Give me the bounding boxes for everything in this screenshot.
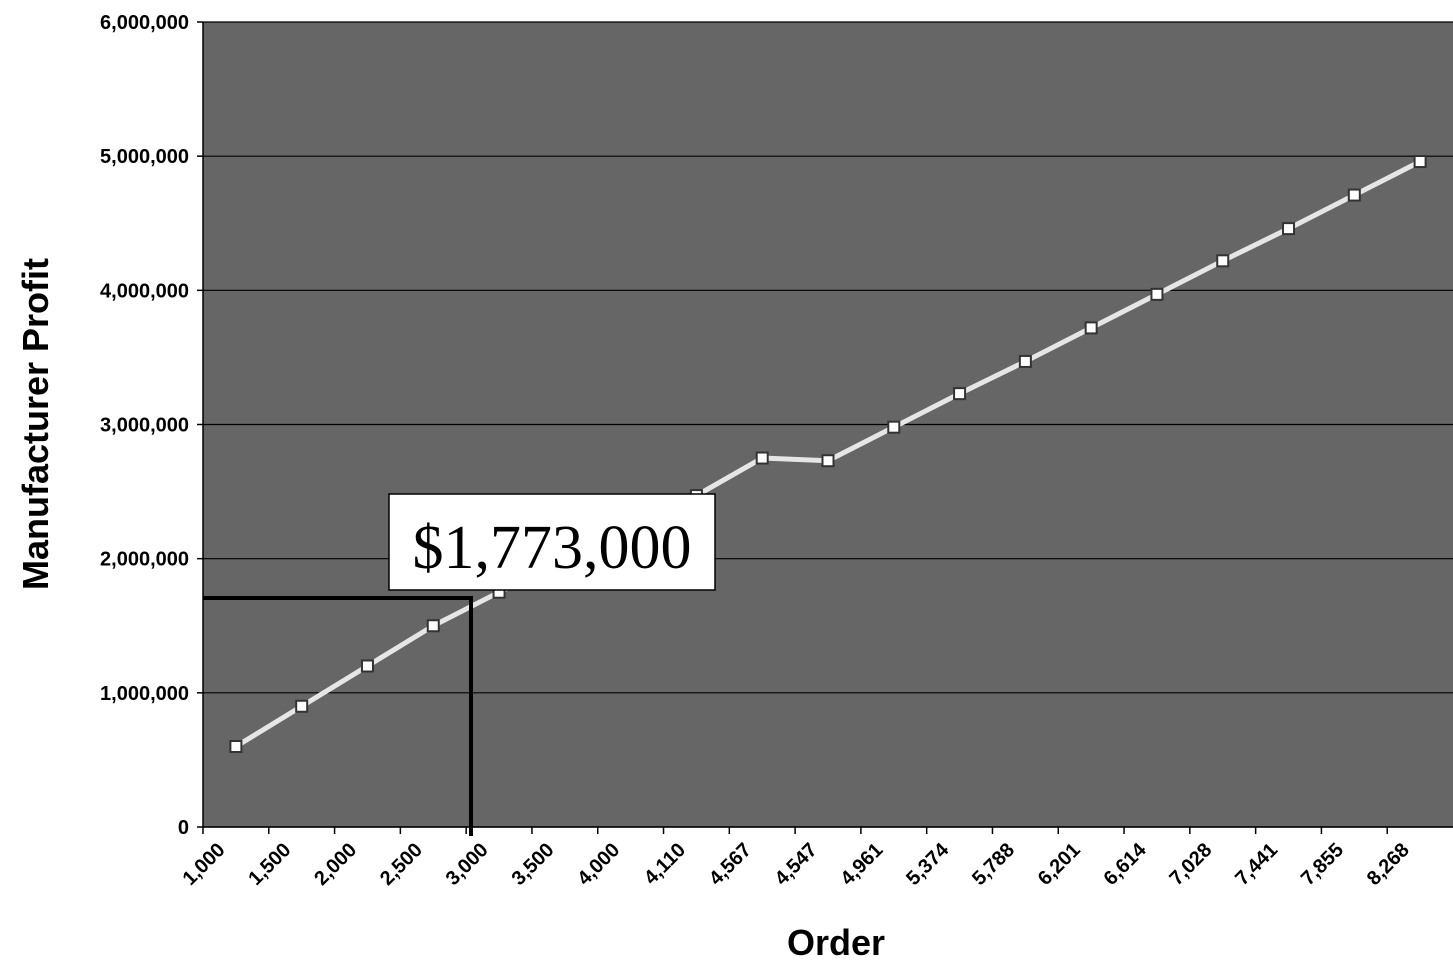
x-tick-label: 1,000 — [179, 839, 230, 890]
x-tick-label: 2,500 — [376, 839, 427, 890]
marker — [953, 387, 967, 401]
x-tick-label: 6,201 — [1034, 839, 1085, 890]
x-axis-label: Order — [787, 922, 885, 963]
marker — [1150, 287, 1164, 301]
x-tick-label: 3,000 — [442, 839, 493, 890]
y-tick-label: 4,000,000 — [100, 280, 189, 302]
x-tick-label: 4,110 — [640, 839, 690, 889]
x-tick-label: 3,500 — [508, 839, 559, 890]
annotation: $1,773,000 — [413, 514, 692, 582]
y-tick-label: 5,000,000 — [100, 146, 189, 168]
y-tick-label: 2,000,000 — [100, 549, 189, 571]
marker — [1018, 354, 1032, 368]
x-tick-label: 7,855 — [1297, 839, 1348, 890]
y-tick-label: 3,000,000 — [100, 415, 189, 437]
y-tick-label: 1,000,000 — [100, 683, 189, 705]
x-tick-label: 7,441 — [1231, 839, 1282, 890]
x-tick-label: 5,788 — [968, 839, 1019, 890]
marker — [1413, 155, 1427, 169]
y-axis-label: Manufacturer Profit — [15, 258, 56, 590]
marker — [1282, 222, 1296, 236]
marker — [1216, 254, 1230, 268]
marker — [229, 740, 243, 753]
x-tick-label: 1,500 — [244, 839, 295, 890]
marker — [360, 659, 374, 673]
x-tick-label: 4,547 — [771, 839, 822, 890]
x-tick-label: 4,961 — [837, 839, 888, 890]
marker — [1084, 321, 1098, 335]
marker — [426, 619, 440, 633]
annotation-box — [388, 493, 716, 591]
x-tick-label: 2,000 — [310, 839, 361, 890]
marker — [755, 451, 769, 465]
x-tick-label: 4,567 — [705, 839, 756, 890]
x-tick-label: 5,374 — [902, 838, 954, 890]
marker — [1347, 188, 1361, 202]
y-tick-label: 6,000,000 — [100, 12, 189, 34]
reference-line — [203, 596, 473, 836]
y-tick-label: 0 — [178, 817, 189, 839]
marker — [887, 420, 901, 434]
x-tick-label: 4,000 — [573, 839, 624, 890]
x-tick-label: 7,028 — [1165, 839, 1216, 890]
marker — [821, 454, 835, 468]
marker — [295, 699, 309, 713]
x-tick-label: 8,268 — [1363, 839, 1414, 890]
x-tick-label: 6,614 — [1100, 838, 1152, 890]
